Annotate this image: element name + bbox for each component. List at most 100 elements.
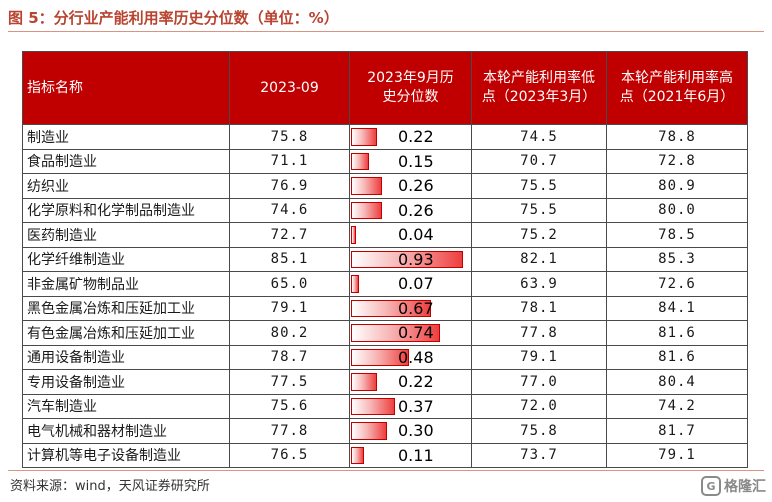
header-low: 本轮产能利用率低点（2023年3月） — [471, 51, 607, 125]
header-percentile: 2023年9月历史分位数 — [349, 51, 472, 125]
title-divider — [8, 31, 764, 32]
row-indicator-name: 化学原料和化学制品制造业 — [22, 197, 230, 223]
row-indicator-name: 电气机械和器材制造业 — [22, 418, 230, 444]
row-percentile-cell: 0.22 — [349, 124, 472, 150]
percentile-bar — [351, 275, 360, 293]
row-value-2023-09: 72.7 — [229, 222, 350, 248]
table-row: 汽车制造业 75.6 0.37 72.0 74.2 — [22, 393, 748, 419]
percentile-bar — [351, 373, 378, 391]
row-high-value: 78.8 — [606, 124, 748, 150]
row-high-value: 78.5 — [606, 222, 748, 248]
gelonghui-logo-icon: G — [701, 476, 721, 496]
row-low-value: 70.7 — [471, 148, 607, 174]
percentile-bar — [351, 397, 396, 415]
row-indicator-name: 有色金属冶炼和压延加工业 — [22, 320, 230, 346]
table-header-row: 指标名称 2023-09 2023年9月历史分位数 本轮产能利用率低点（2023… — [22, 51, 748, 125]
table-body: 制造业 75.8 0.22 74.5 78.8 食品制造业 71.1 0.15 70.7 72.8… — [22, 124, 748, 468]
row-percentile-cell: 0.67 — [349, 295, 472, 321]
row-value-2023-09: 76.9 — [229, 173, 350, 199]
table-row: 非金属矿物制品业 65.0 0.07 63.9 72.6 — [22, 271, 748, 297]
row-value-2023-09: 65.0 — [229, 271, 350, 297]
percentile-value: 0.26 — [398, 176, 434, 196]
table-row: 有色金属冶炼和压延加工业 80.2 0.74 77.8 81.6 — [22, 320, 748, 346]
percentile-value: 0.93 — [398, 249, 434, 269]
watermark: G 格隆汇 — [701, 474, 766, 498]
percentile-value: 0.07 — [398, 274, 434, 294]
row-high-value: 84.1 — [606, 295, 748, 321]
table-row: 制造业 75.8 0.22 74.5 78.8 — [22, 124, 748, 150]
header-indicator-name: 指标名称 — [22, 51, 230, 125]
percentile-bar — [351, 201, 383, 219]
row-value-2023-09: 85.1 — [229, 246, 350, 272]
row-value-2023-09: 74.6 — [229, 197, 350, 223]
row-high-value: 72.6 — [606, 271, 748, 297]
row-value-2023-09: 71.1 — [229, 148, 350, 174]
row-low-value: 75.5 — [471, 173, 607, 199]
percentile-value: 0.30 — [398, 421, 434, 441]
row-percentile-cell: 0.07 — [349, 271, 472, 297]
row-percentile-cell: 0.04 — [349, 222, 472, 248]
row-indicator-name: 通用设备制造业 — [22, 344, 230, 370]
row-percentile-cell: 0.11 — [349, 442, 472, 468]
row-low-value: 78.1 — [471, 295, 607, 321]
row-indicator-name: 制造业 — [22, 124, 230, 150]
source-note: 资料来源：wind，天风证券研究所 — [10, 479, 210, 494]
row-low-value: 75.8 — [471, 418, 607, 444]
row-percentile-cell: 0.48 — [349, 344, 472, 370]
percentile-value: 0.67 — [398, 298, 434, 318]
row-low-value: 63.9 — [471, 271, 607, 297]
row-indicator-name: 计算机等电子设备制造业 — [22, 442, 230, 468]
percentile-bar — [351, 177, 383, 195]
percentile-bar — [351, 324, 440, 342]
utilization-table: 指标名称 2023-09 2023年9月历史分位数 本轮产能利用率低点（2023… — [22, 51, 748, 468]
row-percentile-cell: 0.26 — [349, 173, 472, 199]
percentile-bar — [351, 348, 409, 366]
percentile-value: 0.04 — [398, 225, 434, 245]
row-value-2023-09: 76.5 — [229, 442, 350, 468]
percentile-value: 0.22 — [398, 372, 434, 392]
row-high-value: 81.7 — [606, 418, 748, 444]
percentile-value: 0.15 — [398, 151, 434, 171]
percentile-value: 0.22 — [398, 127, 434, 147]
row-low-value: 73.7 — [471, 442, 607, 468]
percentile-bar — [351, 250, 463, 268]
row-percentile-cell: 0.15 — [349, 148, 472, 174]
row-indicator-name: 食品制造业 — [22, 148, 230, 174]
row-percentile-cell: 0.37 — [349, 393, 472, 419]
row-low-value: 79.1 — [471, 344, 607, 370]
row-high-value: 81.6 — [606, 344, 748, 370]
table-row: 纺织业 76.9 0.26 75.5 80.9 — [22, 173, 748, 199]
row-percentile-cell: 0.26 — [349, 197, 472, 223]
source-divider — [8, 470, 764, 471]
row-value-2023-09: 80.2 — [229, 320, 350, 346]
row-high-value: 81.6 — [606, 320, 748, 346]
percentile-value: 0.74 — [398, 323, 434, 343]
percentile-value: 0.48 — [398, 347, 434, 367]
figure-title: 图 5：分行业产能利用率历史分位数（单位：%） — [8, 9, 339, 27]
watermark-text: 格隆汇 — [724, 479, 766, 495]
row-indicator-name: 黑色金属冶炼和压延加工业 — [22, 295, 230, 321]
percentile-value: 0.37 — [398, 396, 434, 416]
percentile-bar — [351, 299, 432, 317]
row-low-value: 72.0 — [471, 393, 607, 419]
row-low-value: 75.2 — [471, 222, 607, 248]
row-high-value: 72.8 — [606, 148, 748, 174]
percentile-bar — [351, 422, 387, 440]
table-row: 化学原料和化学制品制造业 74.6 0.26 75.5 80.0 — [22, 197, 748, 223]
row-low-value: 74.5 — [471, 124, 607, 150]
table-row: 食品制造业 71.1 0.15 70.7 72.8 — [22, 148, 748, 174]
table-row: 计算机等电子设备制造业 76.5 0.11 73.7 79.1 — [22, 442, 748, 468]
row-low-value: 77.8 — [471, 320, 607, 346]
row-high-value: 80.0 — [606, 197, 748, 223]
table-row: 黑色金属冶炼和压延加工业 79.1 0.67 78.1 84.1 — [22, 295, 748, 321]
table-row: 电气机械和器材制造业 77.8 0.30 75.8 81.7 — [22, 418, 748, 444]
table-row: 专用设备制造业 77.5 0.22 77.0 80.4 — [22, 369, 748, 395]
percentile-bar — [351, 446, 365, 464]
percentile-bar — [351, 152, 369, 170]
row-high-value: 80.9 — [606, 173, 748, 199]
row-low-value: 82.1 — [471, 246, 607, 272]
row-value-2023-09: 75.6 — [229, 393, 350, 419]
row-value-2023-09: 79.1 — [229, 295, 350, 321]
row-value-2023-09: 75.8 — [229, 124, 350, 150]
percentile-bar — [351, 226, 356, 244]
